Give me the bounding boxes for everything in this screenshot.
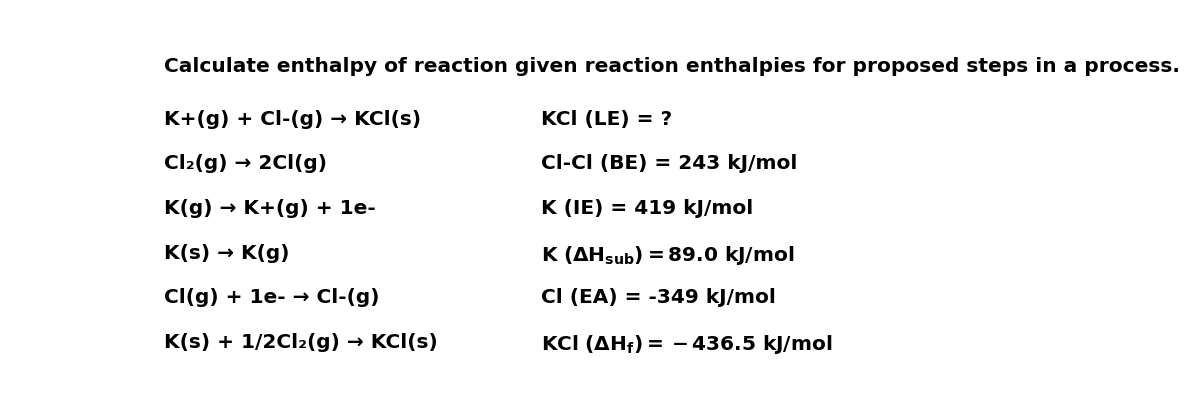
Text: KCl (LE) = ?: KCl (LE) = ? [540, 110, 672, 129]
Text: K(s) + 1/2Cl₂(g) → KCl(s): K(s) + 1/2Cl₂(g) → KCl(s) [164, 333, 438, 352]
Text: K+(g) + Cl-(g) → KCl(s): K+(g) + Cl-(g) → KCl(s) [164, 110, 421, 129]
Text: Calculate enthalpy of reaction given reaction enthalpies for proposed steps in a: Calculate enthalpy of reaction given rea… [164, 57, 1180, 76]
Text: Cl-Cl (BE) = 243 kJ/mol: Cl-Cl (BE) = 243 kJ/mol [540, 154, 797, 173]
Text: Cl(g) + 1e- → Cl-(g): Cl(g) + 1e- → Cl-(g) [164, 288, 379, 307]
Text: $\mathbf{KCl\ (\Delta H_f) = -436.5\ kJ/mol}$: $\mathbf{KCl\ (\Delta H_f) = -436.5\ kJ/… [540, 333, 832, 356]
Text: $\mathbf{K\ (\Delta H_{sub}) = 89.0\ kJ/mol}$: $\mathbf{K\ (\Delta H_{sub}) = 89.0\ kJ/… [540, 244, 794, 266]
Text: K(s) → K(g): K(s) → K(g) [164, 244, 289, 262]
Text: K (IE) = 419 kJ/mol: K (IE) = 419 kJ/mol [540, 199, 752, 218]
Text: Cl₂(g) → 2Cl(g): Cl₂(g) → 2Cl(g) [164, 154, 326, 173]
Text: Cl (EA) = -349 kJ/mol: Cl (EA) = -349 kJ/mol [540, 288, 775, 307]
Text: K(g) → K+(g) + 1e-: K(g) → K+(g) + 1e- [164, 199, 376, 218]
